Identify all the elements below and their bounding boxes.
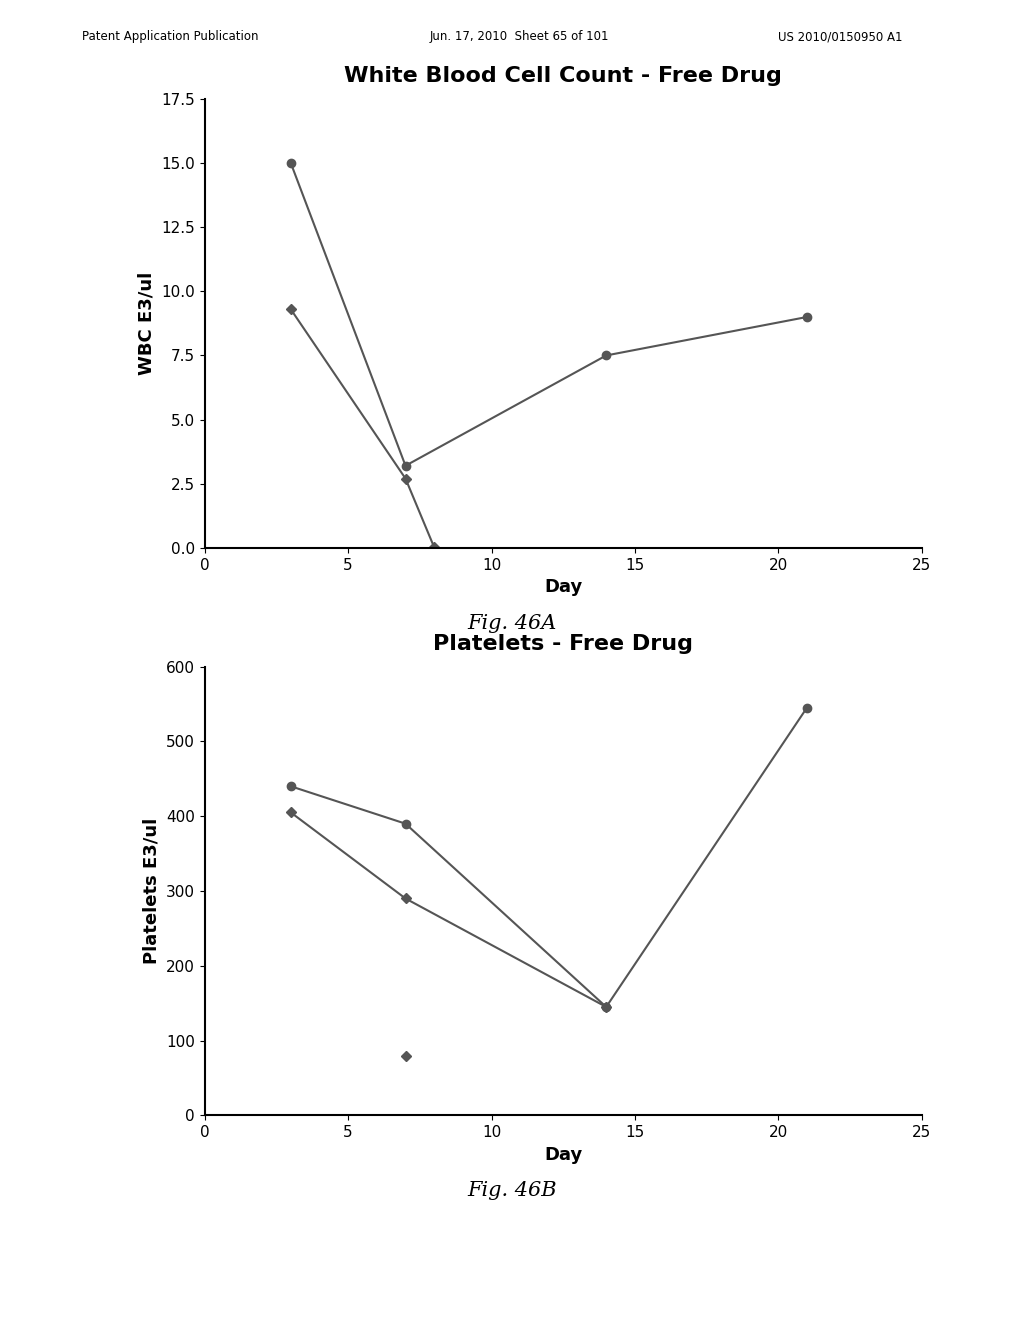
Text: Fig. 46A: Fig. 46A <box>467 614 557 632</box>
Text: Patent Application Publication: Patent Application Publication <box>82 30 258 44</box>
Title: Platelets - Free Drug: Platelets - Free Drug <box>433 634 693 653</box>
Y-axis label: WBC E3/ul: WBC E3/ul <box>138 272 156 375</box>
Y-axis label: Platelets E3/ul: Platelets E3/ul <box>142 818 161 964</box>
X-axis label: Day: Day <box>544 578 583 597</box>
Title: White Blood Cell Count - Free Drug: White Blood Cell Count - Free Drug <box>344 66 782 86</box>
X-axis label: Day: Day <box>544 1146 583 1164</box>
Text: US 2010/0150950 A1: US 2010/0150950 A1 <box>778 30 903 44</box>
Text: Fig. 46B: Fig. 46B <box>467 1181 557 1200</box>
Text: Jun. 17, 2010  Sheet 65 of 101: Jun. 17, 2010 Sheet 65 of 101 <box>430 30 609 44</box>
